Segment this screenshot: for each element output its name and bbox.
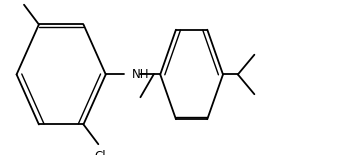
Text: NH: NH: [132, 68, 150, 81]
Text: Cl: Cl: [94, 150, 106, 155]
